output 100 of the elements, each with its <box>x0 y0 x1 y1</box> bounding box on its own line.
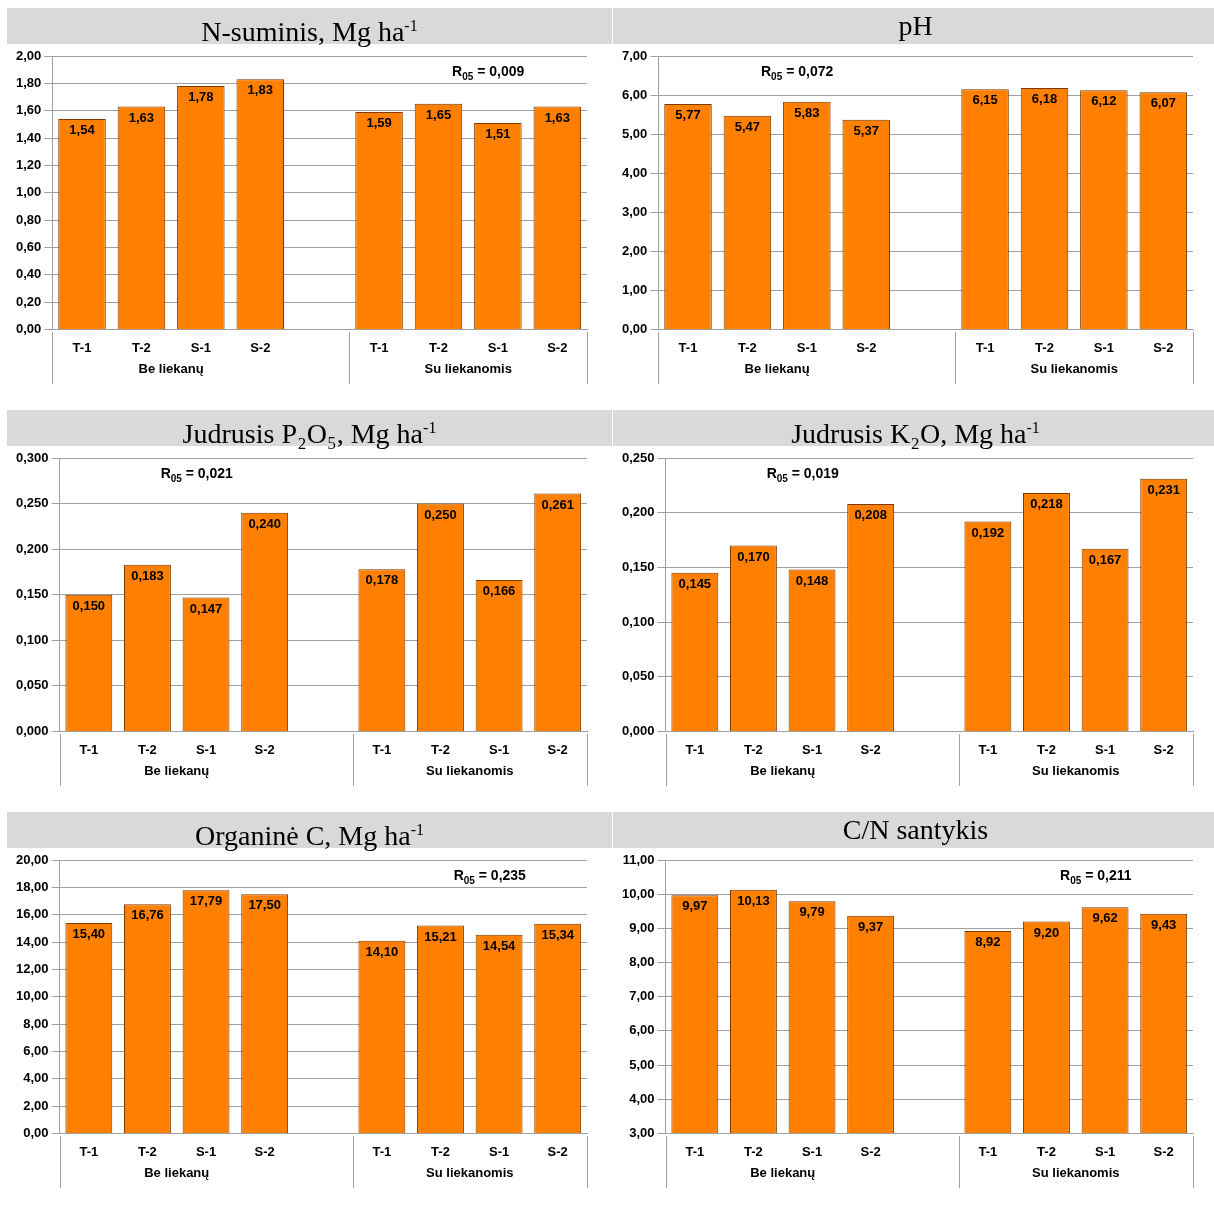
text: Be liekanų <box>750 762 816 778</box>
data-label: 9,97 <box>682 898 708 914</box>
y-tick-label: 1,00 <box>621 281 648 297</box>
data-label: 1,63 <box>128 109 155 125</box>
text: Be liekanų <box>144 762 210 778</box>
x-tick-label: S-2 <box>860 741 881 757</box>
data-label: 1,65 <box>425 106 452 122</box>
text: Su liekanomis <box>1030 360 1118 376</box>
x-tick-label: S-2 <box>250 339 271 355</box>
data-label: 15,40 <box>72 925 106 941</box>
y-tick-label: 0,000 <box>15 722 49 738</box>
y-tick-label: 1,60 <box>15 102 42 118</box>
y-tick-label: 0,200 <box>621 504 655 520</box>
y-tick-label: 4,00 <box>629 1090 655 1106</box>
x-tick-label: S-1 <box>801 741 823 757</box>
x-tick-label: S-2 <box>547 339 568 355</box>
text: Su liekanomis <box>426 762 514 778</box>
x-tick-label: S-1 <box>1094 741 1116 757</box>
data-label: 1,83 <box>247 82 273 98</box>
data-label: 5,83 <box>794 104 820 120</box>
x-tick-label: T-1 <box>678 339 698 355</box>
x-tick-label: S-1 <box>1094 1143 1116 1159</box>
y-tick-label: 0,40 <box>15 266 42 282</box>
data-label: 0,148 <box>795 572 829 588</box>
x-tick-label: T-1 <box>978 741 998 757</box>
data-label: 5,37 <box>853 122 879 138</box>
y-tick-label: 0,000 <box>621 722 655 738</box>
y-tick-label: 5,00 <box>629 1056 655 1072</box>
y-tick-label: 0,250 <box>15 495 49 511</box>
data-label: 17,50 <box>248 897 281 913</box>
x-tick-label: T-2 <box>744 741 763 757</box>
x-tick-label: T-2 <box>1037 741 1056 757</box>
y-tick-label: 5,00 <box>621 125 648 141</box>
y-tick-label: 0,00 <box>15 320 42 336</box>
y-tick-label: 3,00 <box>621 203 648 219</box>
data-label: 9,37 <box>858 918 884 934</box>
chart-title: Judrusis P₂O₅, Mg ha$^{-1}$ <box>181 417 438 450</box>
x-tick-label: T-2 <box>132 339 151 355</box>
y-tick-label: 8,00 <box>629 954 655 970</box>
x-tick-label: S-2 <box>860 1143 881 1159</box>
x-tick-label: S-2 <box>547 741 568 757</box>
y-tick-label: 10,00 <box>15 988 49 1004</box>
x-tick-label: S-1 <box>796 339 817 355</box>
x-tick-label: T-1 <box>372 741 392 757</box>
data-label: 0,261 <box>541 496 574 512</box>
x-tick-label: T-2 <box>1035 339 1054 355</box>
data-label: 16,76 <box>131 907 164 923</box>
text: Be liekanų <box>744 360 810 376</box>
y-tick-label: 8,00 <box>23 1015 49 1031</box>
data-label: 1,63 <box>544 109 570 125</box>
data-label: 5,77 <box>675 107 701 123</box>
y-tick-label: 0,60 <box>15 238 42 254</box>
data-label: 0,147 <box>189 600 223 616</box>
y-tick-label: 4,00 <box>23 1070 49 1086</box>
y-tick-label: 7,00 <box>629 988 655 1004</box>
text: Be liekanų <box>138 360 204 376</box>
data-label: 0,178 <box>365 572 399 588</box>
data-label: 0,192 <box>971 524 1005 540</box>
data-label: 17,79 <box>189 893 223 909</box>
x-tick-label: T-1 <box>978 1143 998 1159</box>
x-tick-label: T-1 <box>79 741 99 757</box>
y-tick-label: 16,00 <box>15 906 49 922</box>
data-label: 0,208 <box>854 507 887 523</box>
y-tick-label: 4,00 <box>621 164 648 180</box>
data-label: 0,183 <box>131 567 164 583</box>
x-tick-label: S-1 <box>487 339 508 355</box>
x-tick-label: S-2 <box>856 339 877 355</box>
x-tick-label: T-2 <box>431 1143 450 1159</box>
x-tick-label: T-1 <box>79 1143 99 1159</box>
x-tick-label: S-2 <box>1153 1143 1174 1159</box>
y-tick-label: 7,00 <box>621 47 648 63</box>
data-label: 14,54 <box>482 937 517 953</box>
text: Su liekanomis <box>424 360 512 376</box>
x-tick-label: T-1 <box>72 339 92 355</box>
y-tick-label: 0,100 <box>621 613 655 629</box>
text: Su liekanomis <box>1032 1164 1120 1180</box>
data-label: 9,20 <box>1033 924 1060 940</box>
x-tick-label: S-2 <box>254 1143 275 1159</box>
y-tick-label: 0,150 <box>621 558 655 574</box>
y-tick-label: 20,00 <box>15 851 49 867</box>
y-tick-label: 18,00 <box>15 878 49 894</box>
chart-title: pH <box>613 8 1214 44</box>
text: Su liekanomis <box>1032 762 1120 778</box>
data-label: 0,167 <box>1088 551 1122 567</box>
data-label: 1,54 <box>69 121 96 137</box>
y-tick-label: 0,00 <box>23 1124 49 1140</box>
y-tick-label: 1,40 <box>15 129 42 145</box>
y-tick-label: 1,00 <box>15 184 42 200</box>
x-tick-label: T-2 <box>431 741 450 757</box>
x-tick-label: T-2 <box>738 339 757 355</box>
x-tick-label: T-1 <box>975 339 995 355</box>
data-label: 14,10 <box>365 943 399 959</box>
y-tick-label: 6,00 <box>629 1022 655 1038</box>
y-tick-label: 2,00 <box>23 1097 49 1113</box>
data-label: 0,218 <box>1030 496 1063 512</box>
y-tick-label: 0,80 <box>15 211 42 227</box>
x-tick-label: T-2 <box>429 339 448 355</box>
y-tick-label: 0,050 <box>621 668 655 684</box>
y-tick-label: 0,150 <box>15 586 49 602</box>
y-tick-label: 0,200 <box>15 540 49 556</box>
